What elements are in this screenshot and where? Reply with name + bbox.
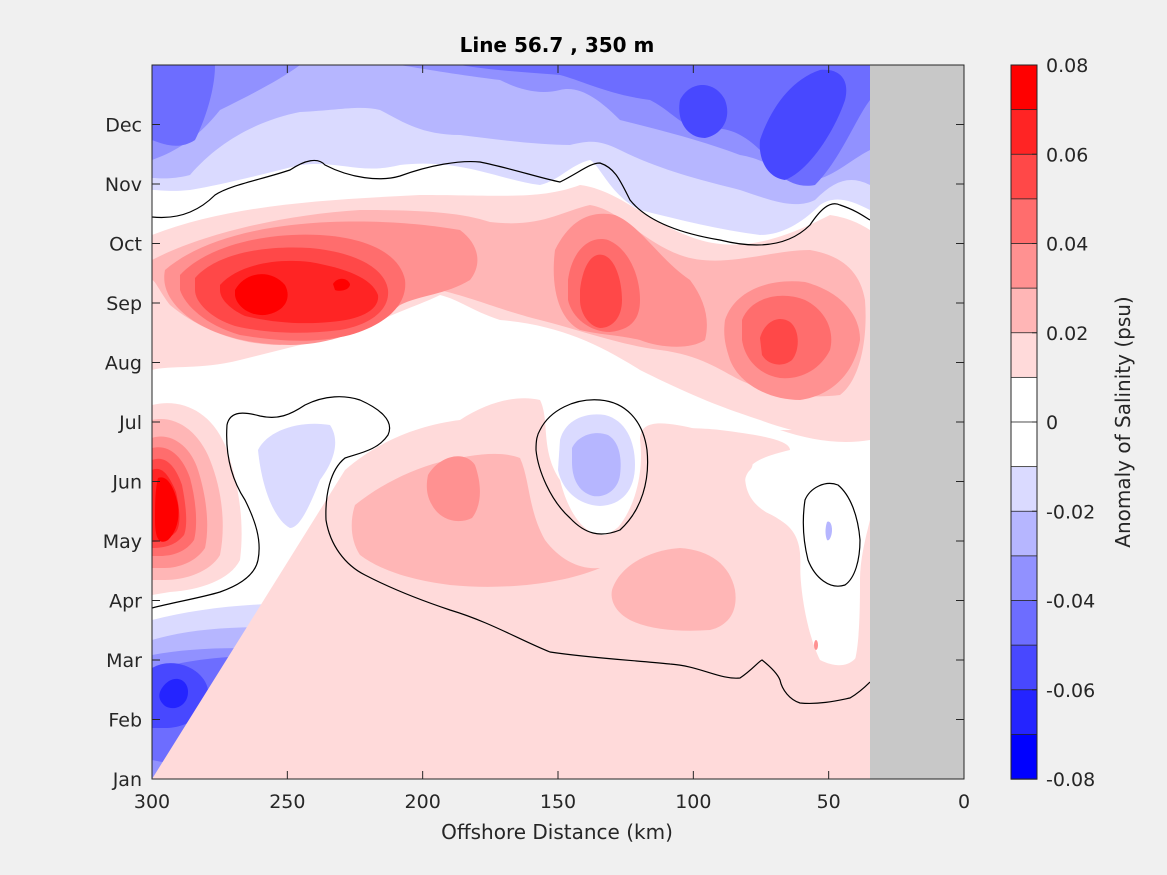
contour-level-0.07-left [155, 477, 179, 542]
y-tick-label: Apr [109, 591, 142, 613]
colorbar-swatch [1010, 243, 1038, 289]
contour-level-0.02-may [351, 453, 600, 587]
colorbar-swatch [1010, 644, 1038, 691]
x-tick-label: 50 [817, 791, 841, 813]
y-tick-label: Jul [118, 412, 142, 434]
y-tick-label: Nov [105, 174, 142, 196]
colorbar-tick-label: 0 [1046, 412, 1058, 434]
zero-contour-nov [152, 159, 870, 246]
contour-level--0.02-mid [572, 433, 621, 497]
colorbar-ticks: 0.08 0.06 0.04 0.02 0 -0.02 -0.04 -0.06 -0.08 [1032, 55, 1095, 791]
contour-level--0.05-top-a [679, 85, 728, 138]
x-tick-label: 300 [134, 791, 170, 813]
zero-contours [152, 159, 870, 705]
y-tick-label: Sep [106, 293, 142, 315]
colorbar-swatch [1010, 376, 1038, 423]
colorbar-swatch [1010, 600, 1038, 646]
colorbar-tick-label: 0.08 [1046, 55, 1088, 77]
colorbar-swatch [1010, 466, 1038, 512]
x-tick-label: 100 [675, 791, 711, 813]
colorbar-swatch [1010, 555, 1038, 602]
colorbar: 0.08 0.06 0.04 0.02 0 -0.02 -0.04 -0.06 -0.08 An… [1010, 55, 1135, 791]
colorbar-swatch [1010, 109, 1038, 155]
zero-contour-apr [152, 396, 870, 705]
colorbar-tick-label: 0.04 [1046, 234, 1088, 256]
contour-level-0.07b [333, 278, 350, 291]
contour-level-0.05b [580, 254, 622, 328]
chart-title: Line 56.7 , 350 m [460, 33, 655, 57]
colorbar-swatch [1010, 287, 1038, 334]
contour-level--0.06 [159, 678, 188, 709]
colorbar-swatch [1011, 65, 1037, 110]
contour-level--0.05-top-b [759, 69, 847, 180]
colorbar-label: Anomaly of Salinity (psu) [1111, 296, 1135, 547]
colorbar-tick-label: 0.06 [1046, 144, 1088, 166]
contour-level-0.02-dot [814, 640, 818, 650]
colorbar-swatches [1010, 65, 1038, 780]
x-tick-label: 0 [958, 791, 970, 813]
y-tick-label: Feb [108, 710, 142, 732]
zero-contour-may-right [802, 482, 861, 587]
x-axis-label: Offshore Distance (km) [441, 820, 673, 844]
y-tick-label: Mar [106, 650, 142, 672]
colorbar-tick-label: -0.06 [1046, 680, 1095, 702]
contour-level--0.01-jun [258, 423, 336, 528]
colorbar-swatch [1010, 198, 1038, 245]
y-tick-label: Oct [109, 234, 142, 256]
colorbar-swatch [1010, 332, 1038, 379]
y-tick-label: May [103, 531, 142, 553]
x-axis-ticks: 300 250 200 150 100 50 0 [134, 65, 970, 813]
contour-level-0.07 [235, 274, 288, 316]
colorbar-swatch [1010, 733, 1038, 780]
colorbar-tick-label: 0.02 [1046, 323, 1088, 345]
colorbar-tick-label: -0.04 [1046, 591, 1095, 613]
colorbar-swatch [1010, 510, 1038, 557]
colorbar-swatch [1010, 421, 1038, 468]
colorbar-swatch [1010, 153, 1038, 200]
x-tick-label: 150 [540, 791, 576, 813]
x-tick-label: 250 [269, 791, 305, 813]
contour-level--0.04-top-left [152, 65, 215, 146]
no-data-region [870, 65, 964, 779]
y-tick-label: Jun [111, 472, 142, 494]
contour-level--0.01-small [825, 521, 832, 541]
y-axis-ticks: Jan Feb Mar Apr May Jun Jul Aug Sep Oct Nov Dec [103, 115, 964, 791]
y-tick-label: Dec [105, 115, 142, 137]
contour-level-0.02-apr [611, 548, 736, 631]
colorbar-tick-label: -0.02 [1046, 501, 1095, 523]
zero-contour-jun-mid [535, 399, 649, 535]
plot-area: 300 250 200 150 100 50 0 Jan Feb Mar Apr May Jun Jul… [103, 64, 970, 813]
colorbar-tick-label: -0.08 [1046, 769, 1095, 791]
y-tick-label: Jan [112, 769, 142, 791]
contour-level-0.03-jun [426, 456, 480, 522]
filled-contours [152, 65, 870, 779]
contour-level-0.05c [760, 318, 798, 365]
colorbar-swatch [1010, 689, 1038, 736]
x-tick-label: 200 [405, 791, 441, 813]
y-tick-label: Aug [105, 353, 142, 375]
